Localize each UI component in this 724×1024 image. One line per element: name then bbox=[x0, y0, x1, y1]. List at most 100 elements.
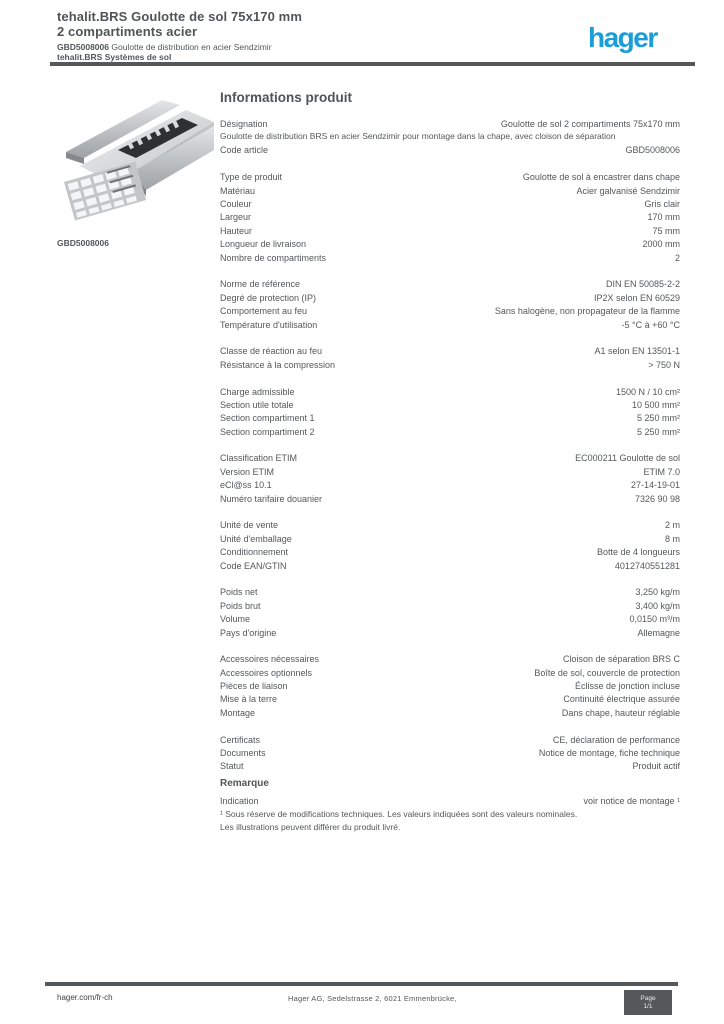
attr-value: Boîte de sol, couvercle de protection bbox=[534, 667, 680, 678]
attr-label: Type de produit bbox=[220, 172, 283, 183]
attr-row: Statut Produit actif bbox=[220, 760, 680, 773]
terminal-ticks bbox=[126, 118, 180, 150]
attr-value: > 750 N bbox=[648, 359, 680, 370]
attr-label: Documents bbox=[220, 748, 266, 759]
attr-row: Section utile totale 10 500 mm² bbox=[220, 398, 680, 411]
attr-row: Accessoires nécessaires Cloison de sépara… bbox=[220, 653, 680, 666]
attr-label: Résistance à la compression bbox=[220, 359, 336, 370]
attr-label: Section compartiment 2 bbox=[220, 426, 315, 437]
attr-label: Certificats bbox=[220, 734, 261, 745]
duct-lid-edge bbox=[66, 152, 84, 164]
attr-value: -5 °C à +60 °C bbox=[621, 319, 680, 330]
header-subtitle-line2: tehalit.BRS Systèmes de sol bbox=[57, 52, 172, 62]
duct-slot bbox=[118, 118, 198, 158]
attr-row: Degré de protection (IP) IP2X selon EN 60… bbox=[220, 291, 680, 304]
attr-value: Notice de montage, fiche technique bbox=[538, 748, 680, 759]
attr-value: 5 250 mm² bbox=[636, 413, 680, 424]
attr-value: 4012740551281 bbox=[614, 560, 680, 571]
footer-website-link[interactable]: hager.com/fr-ch bbox=[55, 992, 117, 1004]
footer-page-box: Page 1/1 bbox=[624, 990, 672, 1015]
attr-label: Comportement au feu bbox=[220, 306, 308, 317]
attr-value: 10 500 mm² bbox=[631, 399, 680, 410]
attr-label: Montage bbox=[220, 707, 256, 718]
attr-value: Produit actif bbox=[632, 761, 680, 772]
header-subtitle-ref: GBD5008006 bbox=[57, 42, 109, 52]
note-rows: Indication voir notice de montage ¹ ¹ Sous… bbox=[220, 794, 680, 834]
attr-label: Pays d'origine bbox=[220, 627, 277, 638]
attr-row: Poids brut 3,400 kg/m bbox=[220, 599, 680, 612]
attr-label: Matériau bbox=[220, 185, 256, 196]
footer-divider bbox=[45, 982, 678, 986]
header-divider bbox=[50, 62, 695, 66]
attr-row: Code EAN/GTIN 4012740551281 bbox=[220, 559, 680, 572]
attr-row: Largeur 170 mm bbox=[220, 211, 680, 224]
attr-row: Classe de réaction au feu A1 selon EN 135… bbox=[220, 345, 680, 358]
attr-label: Indication bbox=[220, 795, 259, 806]
attr-row: Conditionnement Botte de 4 longueurs bbox=[220, 546, 680, 559]
attr-label: Conditionnement bbox=[220, 547, 289, 558]
attr-row: Classification ETIM EC000211 Goulotte de … bbox=[220, 452, 680, 465]
attr-value: Botte de 4 longueurs bbox=[596, 547, 680, 558]
attr-row: Pièces de liaison Éclisse de jonction inc… bbox=[220, 679, 680, 692]
attr-row: Documents Notice de montage, fiche techni… bbox=[220, 746, 680, 759]
attr-value: Cloison de séparation BRS C bbox=[562, 654, 680, 665]
attr-row: Unité d'emballage 8 m bbox=[220, 532, 680, 545]
attr-row: Matériau Acier galvanisé Sendzimir bbox=[220, 184, 680, 197]
attr-value: GBD5008006 bbox=[625, 145, 680, 156]
attr-row: Section compartiment 1 5 250 mm² bbox=[220, 412, 680, 425]
attr-label: Code EAN/GTIN bbox=[220, 560, 287, 571]
attr-value: Allemagne bbox=[637, 627, 680, 638]
attr-value: Goulotte de sol 2 compartiments 75x170 m… bbox=[500, 118, 680, 129]
attr-value: Continuité électrique assurée bbox=[563, 694, 680, 705]
product-reference: GBD5008006 bbox=[57, 238, 109, 248]
attr-label: Poids net bbox=[220, 587, 258, 598]
attr-row: Section compartiment 2 5 250 mm² bbox=[220, 425, 680, 438]
page-title-line2: 2 compartiments acier bbox=[57, 23, 198, 39]
attr-row: Accessoires optionnels Boîte de sol, couv… bbox=[220, 666, 680, 679]
attr-row: Désignation Goulotte de sol 2 compartimen… bbox=[220, 117, 680, 130]
attr-label: Longueur de livraison bbox=[220, 239, 307, 250]
attr-row: Charge admissible 1500 N / 10 cm² bbox=[220, 385, 680, 398]
attr-row: Couleur Gris clair bbox=[220, 197, 680, 210]
attr-value: 1500 N / 10 cm² bbox=[615, 386, 680, 397]
header-subtitle-text: Goulotte de distribution en acier Sendzi… bbox=[111, 42, 272, 52]
attr-row: Longueur de livraison 2000 mm bbox=[220, 238, 680, 251]
connector-block bbox=[64, 161, 147, 221]
attr-label: Couleur bbox=[220, 199, 252, 210]
attr-label: Classe de réaction au feu bbox=[220, 346, 323, 357]
attr-label: Code article bbox=[220, 145, 269, 156]
attr-value: 2000 mm bbox=[642, 239, 680, 250]
attr-row: Température d'utilisation -5 °C à +60 °C bbox=[220, 318, 680, 331]
attr-label: Norme de référence bbox=[220, 279, 301, 290]
attr-value: Éclisse de jonction incluse bbox=[574, 681, 680, 692]
attr-row: Numéro tarifaire douanier 7326 90 98 bbox=[220, 492, 680, 505]
attr-row: Norme de référence DIN EN 50085-2-2 bbox=[220, 278, 680, 291]
attr-row: Type de produit Goulotte de sol à encastr… bbox=[220, 171, 680, 184]
main-content: Informations produit Désignation Goulotte… bbox=[220, 88, 680, 834]
footer-page-value: 1/1 bbox=[643, 1003, 653, 1010]
attr-row: Certificats CE, déclaration de performanc… bbox=[220, 733, 680, 746]
attr-label: Hauteur bbox=[220, 225, 253, 236]
footer-page-label: Page bbox=[640, 995, 656, 1002]
attr-label: Degré de protection (IP) bbox=[220, 292, 317, 303]
attr-value: ETIM 7.0 bbox=[643, 466, 680, 477]
attr-value: 170 mm bbox=[647, 212, 680, 223]
attr-value: Sans halogène, non propagateur de la fla… bbox=[494, 306, 680, 317]
attr-row: Poids net 3,250 kg/m bbox=[220, 586, 680, 599]
attr-value: Goulotte de sol à encastrer dans chape bbox=[522, 172, 680, 183]
attr-paragraph: ¹ Sous réserve de modifications techniqu… bbox=[220, 808, 578, 819]
attr-value: 8 m bbox=[664, 533, 680, 544]
attr-label: Accessoires optionnels bbox=[220, 667, 313, 678]
attr-value: 2 bbox=[674, 252, 680, 263]
attr-label: Pièces de liaison bbox=[220, 681, 288, 692]
attr-value: 75 mm bbox=[652, 225, 680, 236]
attr-value: 3,400 kg/m bbox=[635, 600, 680, 611]
attr-label: eCl@ss 10.1 bbox=[220, 480, 272, 491]
attr-row: Unité de vente 2 m bbox=[220, 519, 680, 532]
section-title: Informations produit bbox=[220, 90, 352, 105]
attr-value: 2 m bbox=[664, 520, 680, 531]
attr-label: Section compartiment 1 bbox=[220, 413, 315, 424]
header-subtitle: GBD5008006 Goulotte de distribution en a… bbox=[57, 42, 517, 52]
duct-lid-front bbox=[132, 126, 214, 190]
attr-label: Largeur bbox=[220, 212, 252, 223]
